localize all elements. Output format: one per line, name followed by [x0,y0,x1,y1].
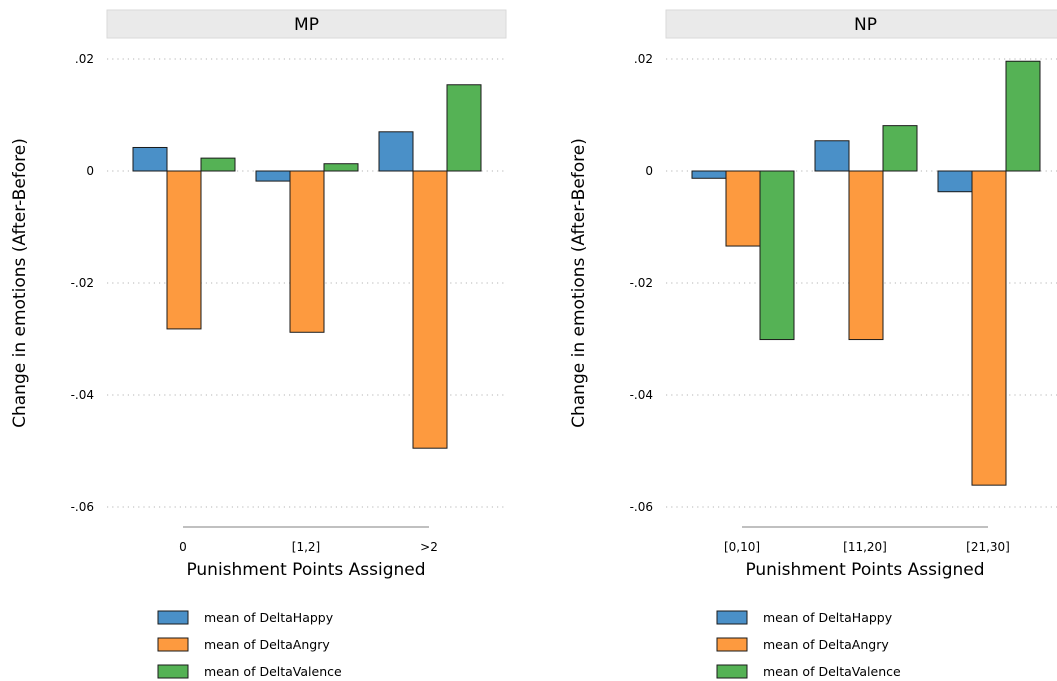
legend-swatch [716,637,748,652]
x-tick-label: [11,20] [843,540,887,554]
y-tick-label: -.04 [630,388,653,402]
bar-deltavalence-2 [446,84,482,172]
legend-label: mean of DeltaAngry [204,637,330,652]
legend-swatch [157,664,189,679]
bar-deltahappy-0 [132,146,168,172]
bar-deltahappy-1 [814,140,850,172]
legend-swatch [157,637,189,652]
x-tick-label: [1,2] [292,540,320,554]
y-tick-label: -.02 [71,276,94,290]
panel-title: NP [854,15,877,35]
bar-deltavalence-0 [759,170,795,341]
legend-swatch [716,610,748,625]
legend-label: mean of DeltaValence [204,664,342,679]
bar-deltahappy-2 [378,131,414,172]
x-tick-label: [21,30] [966,540,1010,554]
bar-deltaangry-0 [166,170,202,330]
y-tick-label: .02 [75,52,94,66]
x-tick-label: 0 [179,540,187,554]
bar-deltaangry-2 [971,170,1007,486]
legend-label: mean of DeltaAngry [763,637,889,652]
y-tick-label: .02 [634,52,653,66]
y-tick-label: -.04 [71,388,94,402]
bar-deltavalence-1 [323,163,359,172]
legend-label: mean of DeltaValence [763,664,901,679]
panel-strip [665,9,1057,39]
bar-deltavalence-1 [882,125,918,172]
bar-deltaangry-2 [412,170,448,449]
legend-label: mean of DeltaHappy [763,610,893,625]
legend-label: mean of DeltaHappy [204,610,334,625]
legend-swatch [157,610,189,625]
bar-deltavalence-2 [1005,60,1041,172]
panel-title: MP [294,15,319,35]
legend-swatch [716,664,748,679]
bar-deltaangry-0 [725,170,761,247]
y-tick-label: -.06 [630,500,653,514]
panel-mp: MP .02 0 -.02 -.04 -.06 0 [1,2] >2 Punishment Poi… [10,9,507,679]
x-tick-label: >2 [420,540,438,554]
y-axis-title: Change in emotions (After-Before) [569,138,589,428]
y-tick-label: -.02 [630,276,653,290]
bar-deltavalence-0 [200,157,236,172]
panel-strip [106,9,507,39]
x-tick-label: [0,10] [724,540,760,554]
x-axis-title: Punishment Points Assigned [745,560,984,580]
y-axis-title: Change in emotions (After-Before) [10,138,30,428]
panel-np: NP .02 0 -.02 -.04 -.06 [0,10] [11,20] [21,30] Pu… [569,9,1057,679]
bar-deltaangry-1 [289,170,325,333]
bar-deltahappy-0 [691,170,727,179]
bar-deltahappy-1 [255,170,291,182]
y-tick-label: 0 [86,164,94,178]
y-tick-label: 0 [645,164,653,178]
bar-deltahappy-2 [937,170,973,193]
bar-deltaangry-1 [848,170,884,341]
x-axis-title: Punishment Points Assigned [186,560,425,580]
y-tick-label: -.06 [71,500,94,514]
